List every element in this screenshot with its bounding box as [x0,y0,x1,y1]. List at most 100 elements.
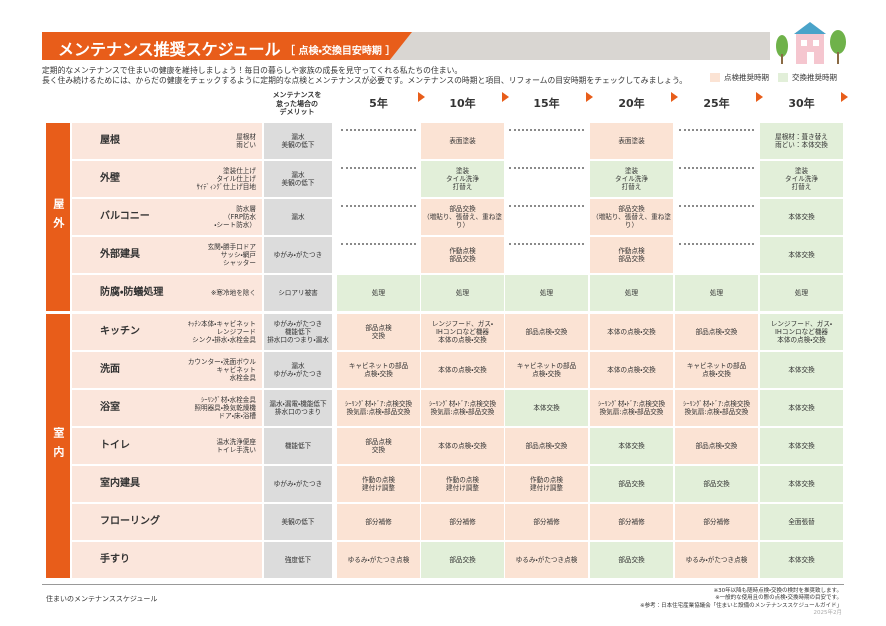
row-name: 屋根 [100,134,120,146]
row-head [72,199,262,235]
row-name: 室内建具 [100,477,140,489]
legend-label: 交換推奨時期 [792,73,837,82]
row-head [72,123,262,159]
year-arrow [418,92,425,102]
schedule-cell: レンジフード、ガス・ IHコンロなど機器 本体の点検・交換 [760,314,843,350]
legend-swatch [778,73,788,82]
schedule-cell: 部品点検 交換 [337,428,420,464]
house-illustration [776,22,846,64]
schedule-cell: ゆるみ・がたつき点検 [675,542,758,578]
row-parts: ｷｯﾁﾝ本体・キャビネット レンジフード シンク・排水・水栓金具 [187,319,256,345]
row-parts: カウンター・洗面ボウル キャビネット 水栓金具 [187,357,256,383]
year-label: 20年 [618,97,645,111]
row-parts: 温水洗浄便座 トイレ手洗い [216,437,256,454]
schedule-cell: ｼｰﾘﾝｸﾞ材・ﾄﾞｱ:点検交換 換気扇:点検・部品交換 [337,390,420,426]
year-arrow [671,92,678,102]
row-head [72,542,262,578]
schedule-cell: 本体交換 [760,352,843,388]
row-head [72,161,262,197]
row-head [72,352,262,388]
demerit-cell: ゆがみ・がたつき [264,466,332,502]
schedule-cell: 処理 [337,275,420,311]
schedule-cell: 本体交換 [590,428,673,464]
schedule-cell: 部品点検・交換 [675,428,758,464]
schedule-cell: ｼｰﾘﾝｸﾞ材・ﾄﾞｱ:点検交換 換気扇:点検・部品交換 [421,390,504,426]
row-head [72,275,262,311]
row-parts: 玄関・勝手口ドア サッシ・網戸 シャッター [207,242,256,268]
row-head [72,466,262,502]
empty-period [679,167,754,169]
group-label: 屋外 [51,198,65,236]
row-parts: 塗装仕上げ タイル仕上げ ｻｲﾃﾞｨﾝｸﾞ仕上げ目地 [196,166,256,192]
schedule-cell: 部品点検 交換 [337,314,420,350]
schedule-cell: 本体交換 [760,466,843,502]
empty-period [341,205,416,207]
demerit-cell: 漏水・漏電・機能低下 排水口のつまり [264,390,332,426]
row-head [72,390,262,426]
year-arrow [502,92,509,102]
group-label: 室内 [51,427,65,465]
schedule-cell: 部品交換 （増貼り、張替え、重ね塗り） [590,199,673,235]
row-name: バルコニー [100,210,150,222]
schedule-cell: 部品点検・交換 [675,314,758,350]
schedule-cell: 部品点検・交換 [505,314,588,350]
footer-rule [42,584,844,585]
date: 2025年2月 [813,610,843,617]
schedule-cell: 処理 [675,275,758,311]
schedule-cell: 塗装 タイル洗浄 打替え [421,161,504,197]
schedule-cell: 部品交換 （増貼り、張替え、重ね塗り） [421,199,504,235]
empty-period [679,205,754,207]
year-label: 25年 [703,97,730,111]
row-head [72,504,262,540]
schedule-cell: 本体の点検・交換 [421,352,504,388]
demerit-header: メンテナンスを 怠った場合の デメリット [272,90,322,117]
schedule-cell: 本体交換 [760,428,843,464]
schedule-cell: 部品交換 [590,542,673,578]
row-name: トイレ [100,439,130,451]
schedule-cell: 本体の点検・交換 [590,352,673,388]
group-band [46,123,70,311]
demerit-cell: 漏水 美観の低下 [264,161,332,197]
schedule-cell: 処理 [421,275,504,311]
schedule-cell: 作動点検 部品交換 [590,237,673,273]
schedule-cell: レンジフード、ガス・ IHコンロなど機器 本体の点検・交換 [421,314,504,350]
schedule-cell: 塗装 タイル洗浄 打替え [760,161,843,197]
schedule-cell: 部分補修 [337,504,420,540]
schedule-cell: 部品交換 [421,542,504,578]
empty-period [679,243,754,245]
intro-line: 定期的なメンテナンスで住まいの健康を維持しましょう！毎日の暮らしや家族の成長を見… [42,66,463,75]
demerit-cell: ゆがみ・がたつき [264,237,332,273]
schedule-cell: 部分補修 [675,504,758,540]
schedule-cell: 部品交換 [590,466,673,502]
schedule-cell: 部分補修 [505,504,588,540]
row-name: 外部建具 [100,248,140,260]
year-arrow [841,92,848,102]
footer-notes: ※30年以降も随時点検・交換の検討を推奨致します。 ※一般的な使用且の際の点検・… [640,588,842,618]
intro: 定期的なメンテナンスで住まいの健康を維持しましょう！毎日の暮らしや家族の成長を見… [42,66,687,86]
year-arrow [586,92,593,102]
demerit-cell: 漏水 美観の低下 [264,123,332,159]
demerit-cell: 漏水 [264,199,332,235]
year-label: 10年 [449,97,476,111]
schedule-cell: 部分補修 [590,504,673,540]
schedule-cell: 処理 [760,275,843,311]
note: ※30年以降も随時点検・交換の検討を推奨致します。 [713,588,842,594]
demerit-cell: 漏水 ゆがみ・がたつき [264,352,332,388]
legend-label: 点検推奨時期 [724,73,769,82]
row-parts: 屋根材 雨どい [236,132,256,149]
row-head [72,314,262,350]
schedule-cell: ｼｰﾘﾝｸﾞ材・ﾄﾞｱ:点検交換 換気扇:点検・部品交換 [675,390,758,426]
schedule-cell: キャビネットの部品 点検・交換 [505,352,588,388]
schedule-cell: 屋根材：葺き替え 雨どい：本体交換 [760,123,843,159]
schedule-cell: 処理 [590,275,673,311]
subtitle: ［ 点検・交換目安時期 ］ [285,46,396,57]
group-band [46,314,70,578]
legend-swatch [710,73,720,82]
schedule-cell: 部品交換 [675,466,758,502]
row-parts: ※寒冷地を除く [210,288,256,297]
schedule-cell: 本体交換 [505,390,588,426]
schedule-cell: ｼｰﾘﾝｸﾞ材・ﾄﾞｱ:点検交換 換気扇:点検・部品交換 [590,390,673,426]
intro-line: 長く住み続けるためには、からだの健康をチェックするように定期的な点検とメンテナン… [42,76,688,86]
note: ※一般的な使用且の際の点検・交換時期の目安です。 [715,595,842,602]
